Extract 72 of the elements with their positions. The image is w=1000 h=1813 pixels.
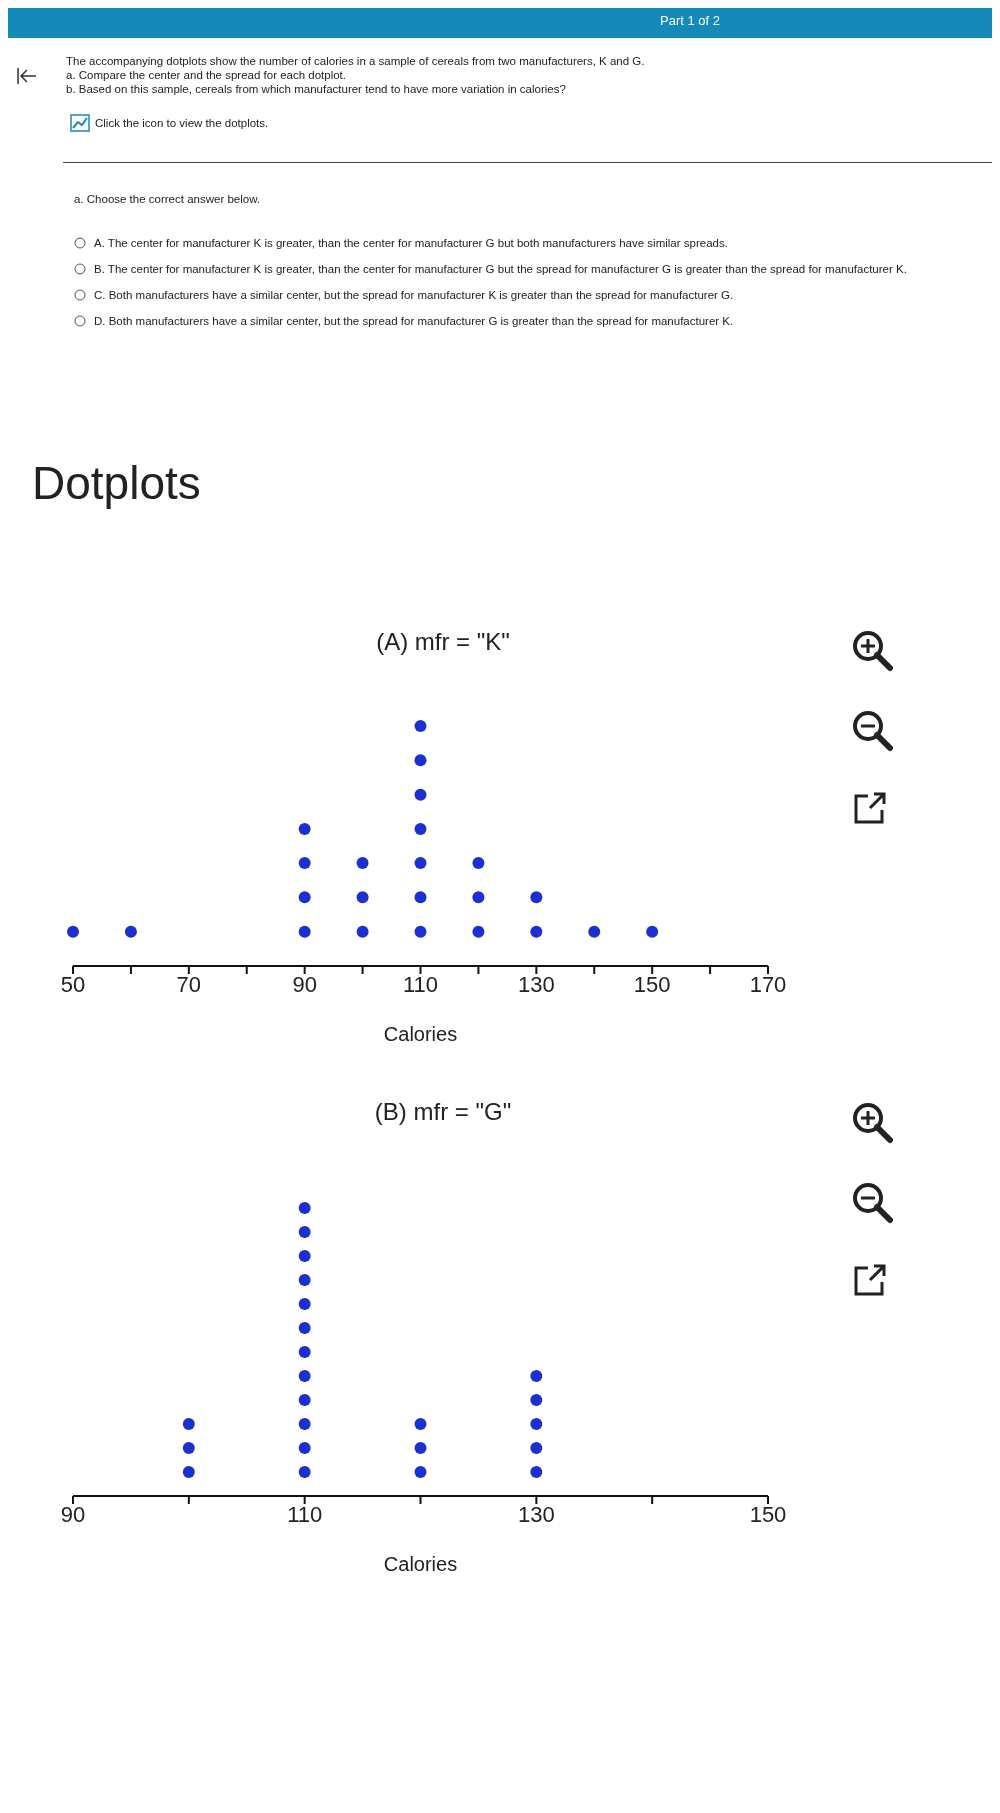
point	[414, 754, 427, 767]
point	[414, 857, 427, 870]
point	[298, 891, 311, 904]
point	[588, 925, 601, 938]
x-axis-title: Calories	[383, 1023, 458, 1045]
text: C. Both manufacturers have a similar center, but the spread for manufacturer K is greater than the spread for manufacturer G.	[94, 288, 734, 303]
point	[298, 1274, 311, 1286]
point	[67, 925, 79, 938]
x-tick-label: 70	[176, 971, 202, 997]
x-tick-label: 90	[292, 971, 317, 997]
point	[356, 925, 369, 938]
point	[472, 925, 485, 938]
text: The accompanying dotplots show the number of calories in a sample of cereals from two manufacturers, K and G.	[66, 54, 645, 68]
x-tick-label: 150	[633, 971, 671, 997]
text: a. Choose the correct answer below.	[74, 193, 261, 205]
chart-title: (A) mfr = "K"	[375, 628, 511, 656]
point	[414, 1418, 427, 1430]
point	[298, 822, 311, 835]
point	[298, 1369, 311, 1382]
point	[530, 1466, 543, 1479]
point	[414, 925, 427, 938]
x-tick-label: 110	[287, 1501, 323, 1527]
x-tick-label: 150	[749, 1501, 787, 1527]
point	[414, 891, 427, 904]
chart-title: (B) mfr = "G"	[373, 1098, 513, 1126]
x-tick-label: 90	[60, 1501, 86, 1527]
text: D. Both manufacturers have a similar center, but the spread for manufacturer G is greater than the spread for manufacturer K.	[94, 314, 734, 329]
text: Click the icon to view the dotplots.	[95, 117, 269, 129]
point	[298, 1441, 311, 1454]
text: b. Based on this sample, cereals from which manufacturer tend to have more variation in calories?	[66, 82, 567, 96]
point	[414, 1441, 427, 1454]
x-tick-label: 170	[749, 971, 787, 997]
point	[472, 891, 485, 904]
point	[414, 822, 427, 835]
x-tick-label: 50	[60, 971, 86, 997]
text: B. The center for manufacturer K is greater, than the center for manufacturer G but the spread for manufacturer G is greater than the spread for manufacturer K.	[94, 262, 907, 277]
point	[298, 1466, 311, 1479]
x-tick-label: 130	[517, 971, 555, 997]
point	[182, 1441, 195, 1454]
text: Dotplots	[32, 456, 201, 510]
point	[356, 891, 369, 904]
x-axis-title: Calories	[383, 1553, 458, 1575]
point	[298, 1297, 311, 1310]
point	[530, 1418, 543, 1430]
point	[298, 857, 311, 870]
point	[182, 1418, 195, 1430]
point	[298, 1202, 311, 1214]
point	[298, 1225, 311, 1238]
point	[124, 925, 137, 938]
point	[530, 925, 543, 938]
point	[298, 925, 311, 938]
point	[298, 1418, 311, 1430]
point	[530, 1394, 543, 1407]
point	[530, 1369, 543, 1382]
point	[298, 1394, 311, 1407]
point	[414, 720, 427, 732]
point	[298, 1346, 311, 1358]
text: Part 1 of 2	[660, 13, 720, 28]
x-tick-label: 130	[517, 1501, 555, 1527]
point	[298, 1322, 311, 1335]
point	[530, 891, 543, 904]
point	[646, 925, 659, 938]
point	[182, 1466, 195, 1479]
point	[472, 857, 485, 870]
point	[356, 857, 369, 870]
text: a. Compare the center and the spread for each dotplot.	[66, 68, 347, 82]
text: A. The center for manufacturer K is greater, than the center for manufacturer G but both manufacturers have similar spreads.	[94, 236, 728, 251]
x-tick-label: 110	[402, 971, 439, 997]
point	[414, 1466, 427, 1479]
point	[298, 1250, 311, 1263]
point	[530, 1441, 543, 1454]
point	[414, 788, 427, 801]
